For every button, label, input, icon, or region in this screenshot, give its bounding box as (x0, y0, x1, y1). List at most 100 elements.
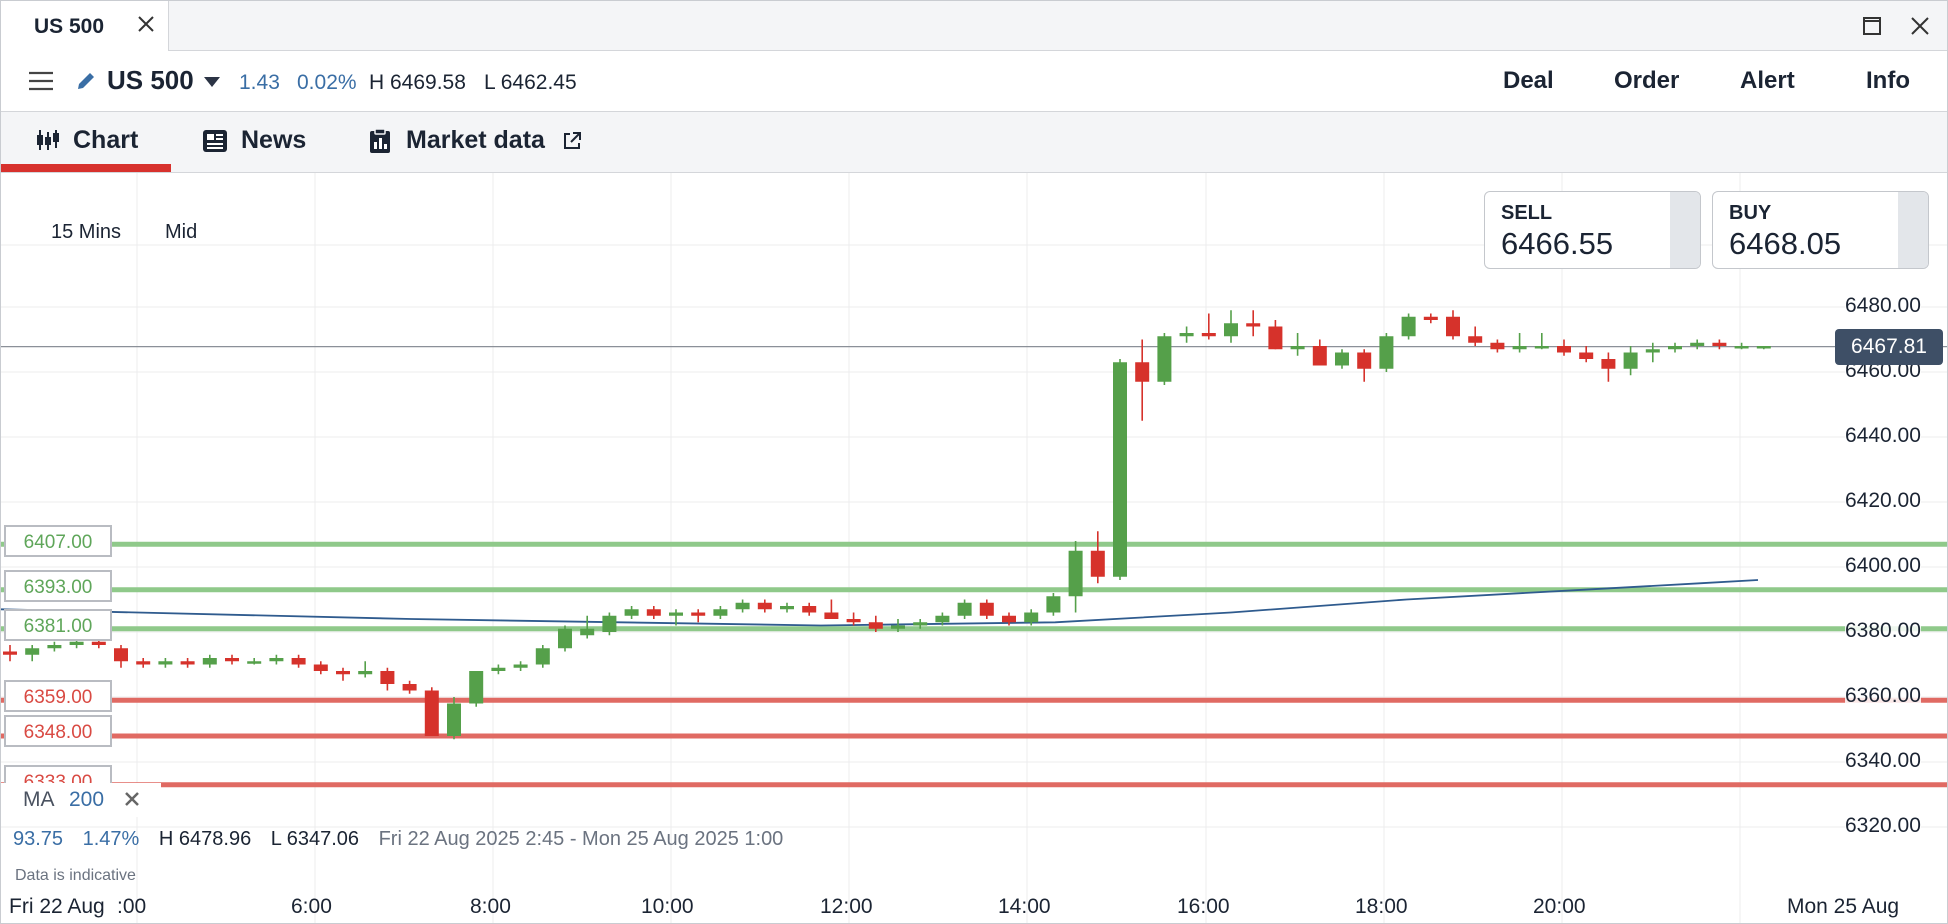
candle-up (47, 645, 62, 649)
external-link-icon[interactable] (561, 130, 583, 152)
order-button[interactable]: Order (1614, 67, 1680, 94)
sell-button[interactable]: SELL 6466.55 (1484, 191, 1701, 269)
candle-up (69, 641, 84, 645)
candle-up (1534, 346, 1549, 349)
close-window-icon[interactable] (1909, 15, 1931, 37)
candle-up (491, 667, 506, 671)
chevron-down-icon[interactable] (204, 77, 220, 87)
candle-up (1756, 346, 1771, 349)
candle-up (358, 671, 373, 675)
window-tab-bar: US 500 (1, 1, 1947, 51)
range-change-percent: 1.47% (82, 828, 140, 850)
info-button[interactable]: Info (1866, 67, 1910, 94)
x-axis-tick-label: 12:00 (820, 895, 873, 918)
candle-down (1712, 342, 1727, 346)
candle-down (114, 648, 128, 662)
candle-up (713, 609, 728, 616)
candle-up (935, 615, 950, 623)
window-tab[interactable]: US 500 (1, 1, 169, 51)
range-high: H 6478.96 (158, 828, 252, 850)
tab-chart[interactable]: Chart (73, 126, 139, 154)
candle-up (535, 648, 550, 665)
candle-up (25, 648, 40, 655)
candle-down (336, 671, 350, 675)
tab-news[interactable]: News (241, 126, 307, 154)
candle-up (1224, 323, 1238, 337)
buy-button[interactable]: BUY 6468.05 (1712, 191, 1929, 269)
instrument-name[interactable]: US 500 (107, 65, 194, 95)
x-axis-tick-label: Fri 22 Aug (9, 895, 105, 918)
candle-down (802, 606, 817, 613)
sell-label: SELL (1501, 202, 1553, 224)
candle-down (1357, 352, 1372, 369)
y-axis-tick-label: 6440.00 (1845, 424, 1921, 448)
price-chart[interactable]: 15 Mins Mid SELL 6466.55 BUY 6468.05 648… (1, 173, 1947, 923)
candle-down (1135, 362, 1150, 382)
candle-down (1490, 342, 1505, 350)
candle-down (824, 612, 839, 619)
candle-up (1690, 342, 1705, 346)
tab-market-data[interactable]: Market data (406, 126, 545, 154)
candle-up (1623, 352, 1638, 369)
chart-canvas[interactable] (1, 173, 1947, 923)
indicator-period[interactable]: 200 (69, 788, 105, 811)
candle-up (1645, 349, 1660, 353)
candle-down (1423, 316, 1438, 320)
candle-up (735, 602, 750, 610)
range-low: L 6347.06 (270, 828, 359, 850)
candle-up (1401, 316, 1416, 337)
candle-up (780, 606, 794, 610)
alert-level-label[interactable]: 6407.00 (4, 525, 112, 557)
candle-up (1157, 336, 1172, 382)
candle-up (602, 615, 617, 632)
candle-down (1579, 352, 1594, 359)
x-axis-tick-label: 8:00 (470, 895, 511, 918)
candle-up (247, 661, 262, 664)
x-axis-tick-label: 10:00 (641, 895, 694, 918)
sell-price: 6466.55 (1501, 226, 1614, 261)
close-tab-icon[interactable] (135, 13, 157, 35)
candle-down (691, 612, 706, 616)
section-tabs: Chart News Market data (1, 112, 1947, 173)
hamburger-menu-icon[interactable] (29, 71, 53, 91)
alert-level-label[interactable]: 6381.00 (4, 609, 112, 641)
candle-up (558, 628, 572, 649)
candle-up (669, 612, 683, 616)
moving-average-line (1, 579, 1759, 627)
candle-up (513, 664, 528, 668)
candle-up (913, 622, 928, 626)
candle-down (1246, 323, 1261, 327)
buy-price: 6468.05 (1729, 226, 1842, 261)
candle-up (202, 658, 217, 665)
sell-strip (1670, 192, 1700, 268)
candle-up (1113, 362, 1127, 577)
candle-down (846, 619, 861, 623)
candle-down (1002, 615, 1016, 623)
timeframe-selector[interactable]: 15 Mins (51, 221, 122, 243)
candle-up (891, 625, 905, 629)
candle-up (447, 703, 461, 736)
alert-button[interactable]: Alert (1740, 67, 1795, 94)
x-axis-tick-label: 14:00 (998, 895, 1051, 918)
candle-down (1468, 336, 1483, 343)
maximize-icon[interactable] (1861, 15, 1883, 37)
y-axis-tick-label: 6420.00 (1845, 489, 1921, 513)
candle-up (957, 602, 972, 616)
alert-level-label[interactable]: 6393.00 (4, 570, 112, 602)
candle-up (1290, 346, 1305, 350)
remove-indicator-icon[interactable] (123, 790, 141, 808)
candle-down (180, 661, 195, 665)
deal-button[interactable]: Deal (1503, 67, 1554, 94)
candle-up (1179, 333, 1194, 337)
candle-down (136, 661, 151, 665)
last-price-label: 6467.81 (1835, 329, 1943, 365)
pencil-icon[interactable] (75, 70, 97, 92)
active-tab-indicator (1, 164, 171, 172)
alert-level-label[interactable]: 6359.00 (4, 680, 112, 712)
alert-level-label[interactable]: 6348.00 (4, 715, 112, 747)
range-stats: 93.75 1.47% H 6478.96 L 6347.06 Fri 22 A… (13, 828, 797, 851)
candle-down (424, 690, 439, 736)
price-type-selector[interactable]: Mid (165, 221, 198, 243)
candle-up (1734, 346, 1749, 349)
